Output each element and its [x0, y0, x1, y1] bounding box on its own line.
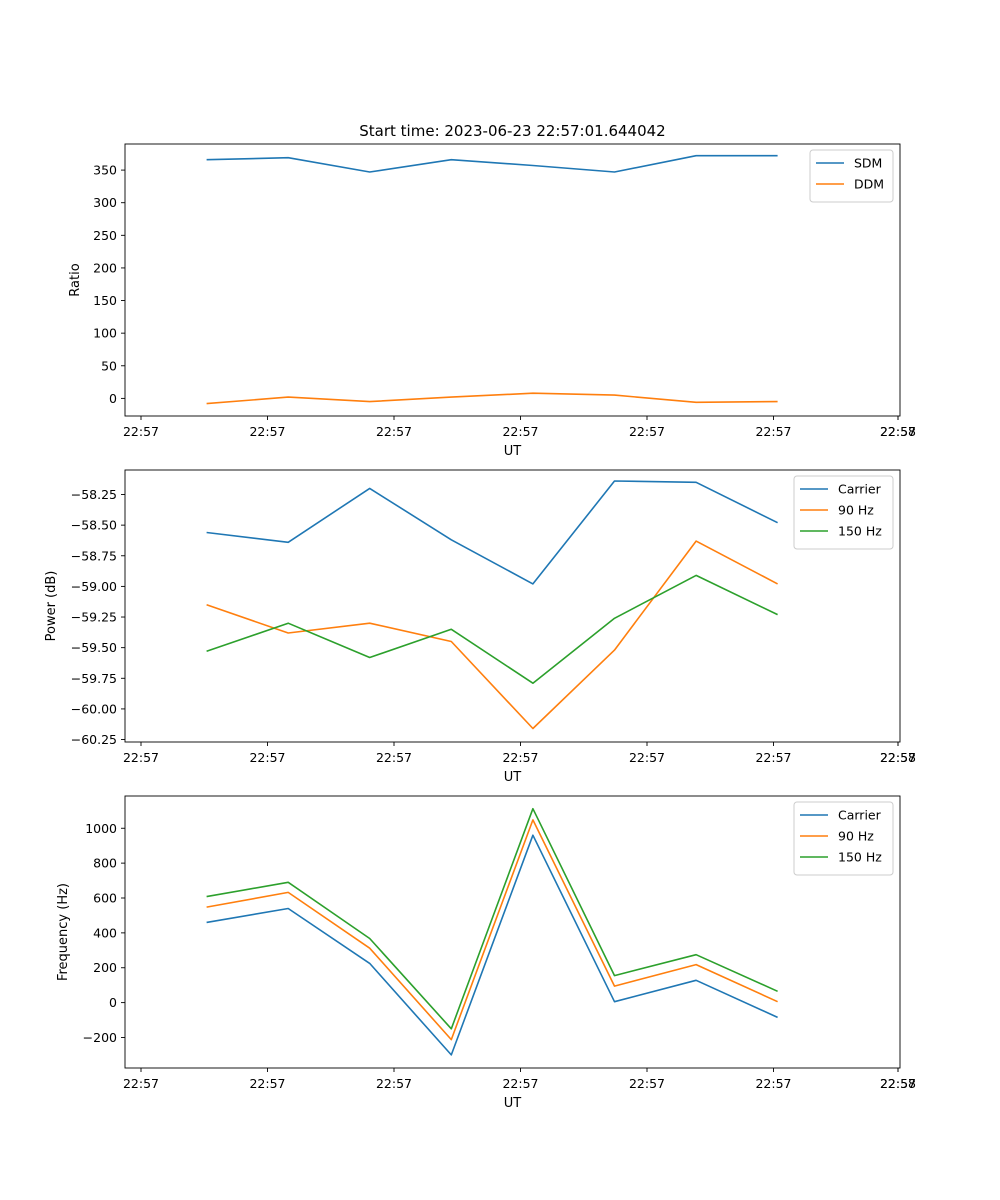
x-tick-label: 22:57: [502, 750, 538, 765]
x-axis-label: UT: [504, 1096, 522, 1111]
axes-frame: [124, 795, 901, 1069]
y-tick-label: 300: [93, 195, 117, 210]
y-axis-label: Power (dB): [44, 571, 59, 642]
y-tick-label: −58.50: [71, 518, 117, 533]
series-line-90-hz: [206, 819, 778, 1041]
y-tick-label: 100: [93, 326, 117, 341]
x-tick-label: 22:57: [880, 750, 916, 765]
x-tick-label: 22:57: [629, 1076, 665, 1091]
x-tick-label: 22:57: [880, 1076, 916, 1091]
x-tick-label: 22:57: [755, 424, 791, 439]
y-tick-label: −59.75: [71, 671, 117, 686]
x-tick-label: 22:57: [502, 1076, 538, 1091]
x-tick-label: 22:57: [880, 424, 916, 439]
y-tick-label: 600: [93, 891, 117, 906]
y-axis-label: Frequency (Hz): [56, 883, 71, 981]
series-line-sdm: [206, 154, 778, 173]
y-tick-label: 400: [93, 925, 117, 940]
y-tick-label: −58.75: [71, 548, 117, 563]
y-tick-label: −200: [83, 1030, 117, 1045]
series-line-ddm: [206, 392, 778, 405]
y-tick-label: 1000: [85, 821, 117, 836]
y-tick-label: 200: [93, 960, 117, 975]
y-tick-label: −60.00: [71, 701, 117, 716]
axes-frame: [124, 143, 901, 417]
legend-entry-label: 90 Hz: [838, 503, 874, 518]
legend-entry-label: DDM: [854, 177, 884, 192]
y-tick-label: 800: [93, 856, 117, 871]
x-tick-label: 22:57: [249, 1076, 285, 1091]
x-tick-label: 22:57: [123, 1076, 159, 1091]
series-line-carrier: [206, 480, 778, 585]
legend-entry-label: Carrier: [838, 482, 882, 497]
y-tick-label: −59.50: [71, 640, 117, 655]
y-tick-label: 50: [101, 358, 117, 373]
figure-title: Start time: 2023-06-23 22:57:01.644042: [359, 122, 665, 140]
y-tick-label: 200: [93, 260, 117, 275]
series-line-150-hz: [206, 807, 778, 1030]
y-tick-label: 0: [109, 995, 117, 1010]
legend: SDM DDM: [809, 149, 894, 203]
x-tick-label: 22:57: [502, 424, 538, 439]
x-tick-label: 22:57: [629, 424, 665, 439]
series-line-150-hz: [206, 574, 778, 685]
x-tick-label: 22:58: [880, 1076, 916, 1091]
x-tick-label: 22:58: [880, 424, 916, 439]
x-tick-label: 22:57: [376, 1076, 412, 1091]
y-axis-label: Ratio: [68, 263, 83, 296]
series-line-carrier: [206, 834, 778, 1056]
x-tick-label: 22:58: [880, 750, 916, 765]
y-tick-label: −59.25: [71, 610, 117, 625]
x-tick-label: 22:57: [249, 424, 285, 439]
x-tick-label: 22:57: [123, 750, 159, 765]
legend-entry-label: Carrier: [838, 808, 882, 823]
legend: Carrier 90 Hz 150 Hz: [793, 475, 894, 550]
x-axis-label: UT: [504, 444, 522, 459]
y-tick-label: 350: [93, 163, 117, 178]
y-tick-label: 150: [93, 293, 117, 308]
x-tick-label: 22:57: [755, 1076, 791, 1091]
legend-entry-label: 150 Hz: [838, 524, 882, 539]
x-tick-label: 22:57: [755, 750, 791, 765]
x-tick-label: 22:57: [123, 424, 159, 439]
y-tick-label: 0: [109, 391, 117, 406]
legend-entry-label: 90 Hz: [838, 829, 874, 844]
legend: Carrier 90 Hz 150 Hz: [793, 801, 894, 876]
x-tick-label: 22:57: [249, 750, 285, 765]
x-tick-label: 22:57: [629, 750, 665, 765]
legend-entry-label: 150 Hz: [838, 850, 882, 865]
x-tick-label: 22:57: [376, 750, 412, 765]
y-tick-label: −58.25: [71, 487, 117, 502]
y-tick-label: −59.00: [71, 579, 117, 594]
x-axis-label: UT: [504, 770, 522, 785]
x-tick-label: 22:57: [376, 424, 412, 439]
subplot-2: −58.25 −58.50 −58.75 −59.00 −59.25 −59.50 −59.…: [44, 469, 916, 785]
y-tick-label: −60.25: [71, 732, 117, 747]
y-tick-label: 250: [93, 228, 117, 243]
legend-entry-label: SDM: [854, 156, 882, 171]
axes-frame: [124, 469, 901, 743]
series-line-90-hz: [206, 540, 778, 730]
